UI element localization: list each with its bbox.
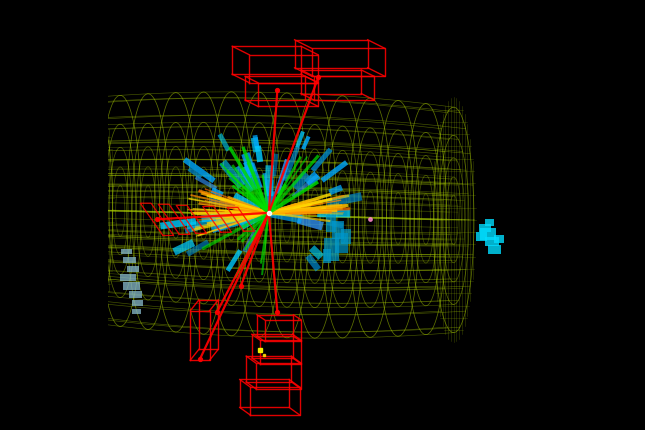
Bar xyxy=(226,249,243,272)
Bar xyxy=(304,171,321,187)
Bar xyxy=(201,214,220,222)
Bar xyxy=(210,212,241,227)
Bar xyxy=(121,249,132,254)
Bar xyxy=(217,133,230,152)
Bar xyxy=(326,192,362,207)
Bar xyxy=(305,254,321,271)
Bar xyxy=(121,274,136,281)
Bar xyxy=(123,257,136,263)
Bar xyxy=(230,216,248,227)
Bar xyxy=(253,135,259,148)
Bar xyxy=(219,160,245,189)
Bar xyxy=(127,266,139,272)
Bar xyxy=(184,224,201,233)
Bar xyxy=(183,157,215,183)
Bar xyxy=(210,187,224,197)
Bar xyxy=(476,232,487,241)
Bar xyxy=(272,154,279,176)
Bar xyxy=(317,209,350,218)
Bar xyxy=(291,171,310,191)
Bar xyxy=(239,211,264,230)
Bar xyxy=(327,220,344,228)
Bar xyxy=(266,180,274,206)
Bar xyxy=(132,309,141,314)
Bar xyxy=(265,165,273,196)
Bar xyxy=(123,282,140,290)
Bar xyxy=(263,173,270,206)
Bar xyxy=(195,175,217,190)
Bar xyxy=(295,131,305,148)
Bar xyxy=(480,228,496,240)
Bar xyxy=(243,229,259,254)
Bar xyxy=(341,229,351,244)
Bar xyxy=(297,215,324,230)
Bar xyxy=(255,145,263,163)
Bar xyxy=(479,224,491,232)
Bar xyxy=(240,166,256,190)
Bar xyxy=(233,193,261,212)
Bar xyxy=(208,197,237,209)
Bar xyxy=(243,206,260,217)
Bar xyxy=(188,163,205,179)
Bar xyxy=(311,147,333,172)
Bar xyxy=(241,152,256,174)
Bar xyxy=(292,174,319,198)
Bar xyxy=(326,215,337,232)
Bar xyxy=(321,160,348,183)
Bar xyxy=(267,190,277,205)
Bar xyxy=(234,166,254,193)
Bar xyxy=(274,159,290,194)
Bar xyxy=(309,245,324,260)
Bar xyxy=(486,237,499,246)
Bar xyxy=(332,221,344,239)
Bar xyxy=(324,237,339,261)
Bar xyxy=(211,221,232,233)
Bar xyxy=(210,210,244,223)
Bar xyxy=(488,245,501,254)
Bar xyxy=(132,300,143,306)
Bar xyxy=(270,208,303,224)
Bar xyxy=(283,146,300,181)
Bar xyxy=(128,292,143,298)
Bar xyxy=(160,218,196,230)
Bar xyxy=(172,239,195,255)
Bar xyxy=(301,135,310,150)
Bar xyxy=(186,240,210,257)
Bar xyxy=(494,235,504,243)
Bar xyxy=(246,162,263,190)
Bar xyxy=(281,208,298,216)
Bar xyxy=(328,184,343,195)
Bar xyxy=(251,137,260,153)
Bar xyxy=(187,218,215,229)
Bar xyxy=(485,219,493,226)
Bar xyxy=(216,215,250,232)
Bar xyxy=(243,161,254,176)
Bar xyxy=(335,233,348,253)
Bar xyxy=(285,206,303,214)
Bar xyxy=(322,249,331,263)
